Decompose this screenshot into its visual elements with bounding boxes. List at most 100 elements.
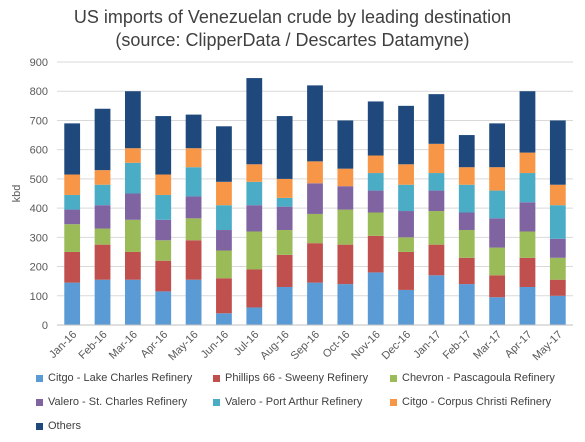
bar-Jan-17-series-2 bbox=[428, 211, 445, 245]
bar-Mar-17-series-3 bbox=[489, 218, 506, 248]
bar-Nov-16-series-3 bbox=[367, 190, 384, 213]
bar-Jan-17-series-3 bbox=[428, 190, 445, 212]
bar-Mar-17-series-2 bbox=[489, 247, 506, 276]
bar-Mar-16-series-2 bbox=[124, 219, 141, 252]
chart-title-line-2: (source: ClipperData / Descartes Datamyn… bbox=[115, 30, 470, 50]
bar-Jan-16-series-1 bbox=[64, 251, 81, 283]
bar-Apr-17-series-1 bbox=[519, 257, 536, 288]
bar-Dec-16-series-6 bbox=[398, 105, 414, 165]
bar-Jun-16-series-3 bbox=[216, 230, 232, 251]
bar-Aug-16-series-0 bbox=[276, 287, 293, 325]
bar-Mar-17-series-4 bbox=[489, 190, 506, 219]
x-tick-label-9: Oct-16 bbox=[321, 329, 353, 361]
bar-Apr-16-series-0 bbox=[155, 291, 172, 325]
bar-Jun-16-series-6 bbox=[216, 126, 232, 182]
x-tick-label-15: Apr-17 bbox=[503, 329, 535, 361]
chart-title-line-1: US imports of Venezuelan crude by leadin… bbox=[73, 7, 512, 27]
bar-Apr-17-series-2 bbox=[519, 231, 536, 258]
bar-Apr-17-series-5 bbox=[519, 152, 536, 174]
bar-Oct-16-series-3 bbox=[337, 186, 354, 210]
bar-Aug-16-series-6 bbox=[276, 116, 293, 179]
bar-Apr-16-series-4 bbox=[155, 194, 172, 220]
bar-Apr-17-series-3 bbox=[519, 202, 536, 232]
y-axis-label: kbd bbox=[11, 185, 23, 203]
bar-Mar-16-series-1 bbox=[124, 251, 141, 280]
bar-Dec-16-series-0 bbox=[398, 289, 414, 325]
bar-May-16-series-2 bbox=[185, 218, 202, 241]
bar-Nov-16-series-1 bbox=[367, 235, 384, 273]
x-tick-label-0: Jan-16 bbox=[47, 329, 79, 361]
bar-Apr-16-series-5 bbox=[155, 174, 172, 195]
x-tick-label-2: Mar-16 bbox=[107, 329, 140, 362]
bar-Mar-16-series-4 bbox=[124, 162, 141, 194]
bar-Jul-16-series-4 bbox=[246, 181, 263, 206]
bar-May-16-series-0 bbox=[185, 279, 202, 325]
bar-Jul-16-series-1 bbox=[246, 269, 263, 308]
bar-Jan-17-series-5 bbox=[428, 143, 445, 174]
x-tick-label-11: Dec-16 bbox=[380, 329, 414, 363]
bar-May-17-series-2 bbox=[549, 257, 566, 280]
bar-Feb-17-series-4 bbox=[458, 184, 475, 213]
bar-Feb-16-series-4 bbox=[94, 184, 111, 206]
bar-Mar-17-series-5 bbox=[489, 167, 506, 191]
bar-Mar-17-series-6 bbox=[489, 123, 506, 168]
chart-title: US imports of Venezuelan crude by leadin… bbox=[0, 6, 585, 52]
bar-Sep-16-series-2 bbox=[307, 213, 323, 244]
x-tick-label-7: Aug-16 bbox=[258, 329, 292, 363]
bar-Jan-17-series-4 bbox=[428, 173, 445, 191]
bar-Oct-16-series-5 bbox=[337, 168, 354, 187]
bar-Apr-17-series-6 bbox=[519, 91, 536, 153]
y-tick-label-6: 600 bbox=[30, 145, 48, 157]
x-tick-label-4: May-16 bbox=[166, 329, 200, 363]
bar-Feb-17-series-0 bbox=[458, 284, 475, 325]
bar-Jun-16-series-4 bbox=[216, 205, 232, 231]
bar-Jun-16-series-5 bbox=[216, 181, 232, 206]
bar-Mar-17-series-1 bbox=[489, 275, 506, 298]
y-tick-label-4: 400 bbox=[30, 203, 48, 215]
bar-Mar-16-series-0 bbox=[124, 279, 141, 325]
bar-Sep-16-series-6 bbox=[307, 85, 323, 162]
x-tick-label-16: May-17 bbox=[531, 329, 565, 363]
bar-Apr-17-series-4 bbox=[519, 173, 536, 203]
bar-Sep-16-series-5 bbox=[307, 161, 323, 184]
bar-Apr-16-series-2 bbox=[155, 240, 172, 261]
bar-May-16-series-5 bbox=[185, 148, 202, 168]
bar-Jan-17-series-6 bbox=[428, 94, 445, 144]
bar-May-16-series-1 bbox=[185, 240, 202, 280]
bar-May-17-series-6 bbox=[549, 120, 566, 185]
bar-Jan-16-series-6 bbox=[64, 123, 81, 175]
bar-Apr-17-series-0 bbox=[519, 287, 536, 325]
bar-Jul-16-series-6 bbox=[246, 78, 263, 165]
bar-Jul-16-series-3 bbox=[246, 205, 263, 232]
bar-Jan-16-series-4 bbox=[64, 194, 81, 210]
bar-Nov-16-series-6 bbox=[367, 101, 384, 156]
bar-May-17-series-0 bbox=[549, 295, 566, 325]
y-tick-label-2: 200 bbox=[30, 262, 48, 274]
y-tick-label-3: 300 bbox=[30, 232, 48, 244]
bar-Oct-16-series-2 bbox=[337, 209, 354, 245]
x-tick-label-10: Nov-16 bbox=[349, 329, 383, 363]
bar-Aug-16-series-3 bbox=[276, 206, 293, 231]
bar-Nov-16-series-5 bbox=[367, 155, 384, 174]
bar-Jul-16-series-0 bbox=[246, 307, 263, 325]
bar-Feb-16-series-5 bbox=[94, 170, 111, 185]
bar-May-17-series-3 bbox=[549, 238, 566, 258]
bar-Feb-16-series-3 bbox=[94, 205, 111, 229]
bar-Apr-16-series-1 bbox=[155, 260, 172, 292]
x-tick-label-5: Jun-16 bbox=[199, 329, 231, 361]
bar-Dec-16-series-2 bbox=[398, 237, 414, 252]
x-tick-label-13: Feb-17 bbox=[441, 329, 474, 362]
y-tick-label-9: 900 bbox=[30, 57, 48, 69]
bar-Aug-16-series-2 bbox=[276, 230, 293, 255]
y-tick-label-8: 800 bbox=[30, 86, 48, 98]
bar-Feb-17-series-6 bbox=[458, 135, 475, 168]
bar-Feb-16-series-1 bbox=[94, 244, 111, 280]
bar-Mar-16-series-6 bbox=[124, 91, 141, 149]
bar-Jan-17-series-0 bbox=[428, 275, 445, 325]
bar-Feb-16-series-2 bbox=[94, 228, 111, 245]
y-tick-label-7: 700 bbox=[30, 115, 48, 127]
bar-Mar-17-series-0 bbox=[489, 297, 506, 325]
bar-Jan-16-series-0 bbox=[64, 282, 81, 325]
bar-Jan-16-series-5 bbox=[64, 174, 81, 195]
bar-Jan-16-series-3 bbox=[64, 209, 81, 225]
